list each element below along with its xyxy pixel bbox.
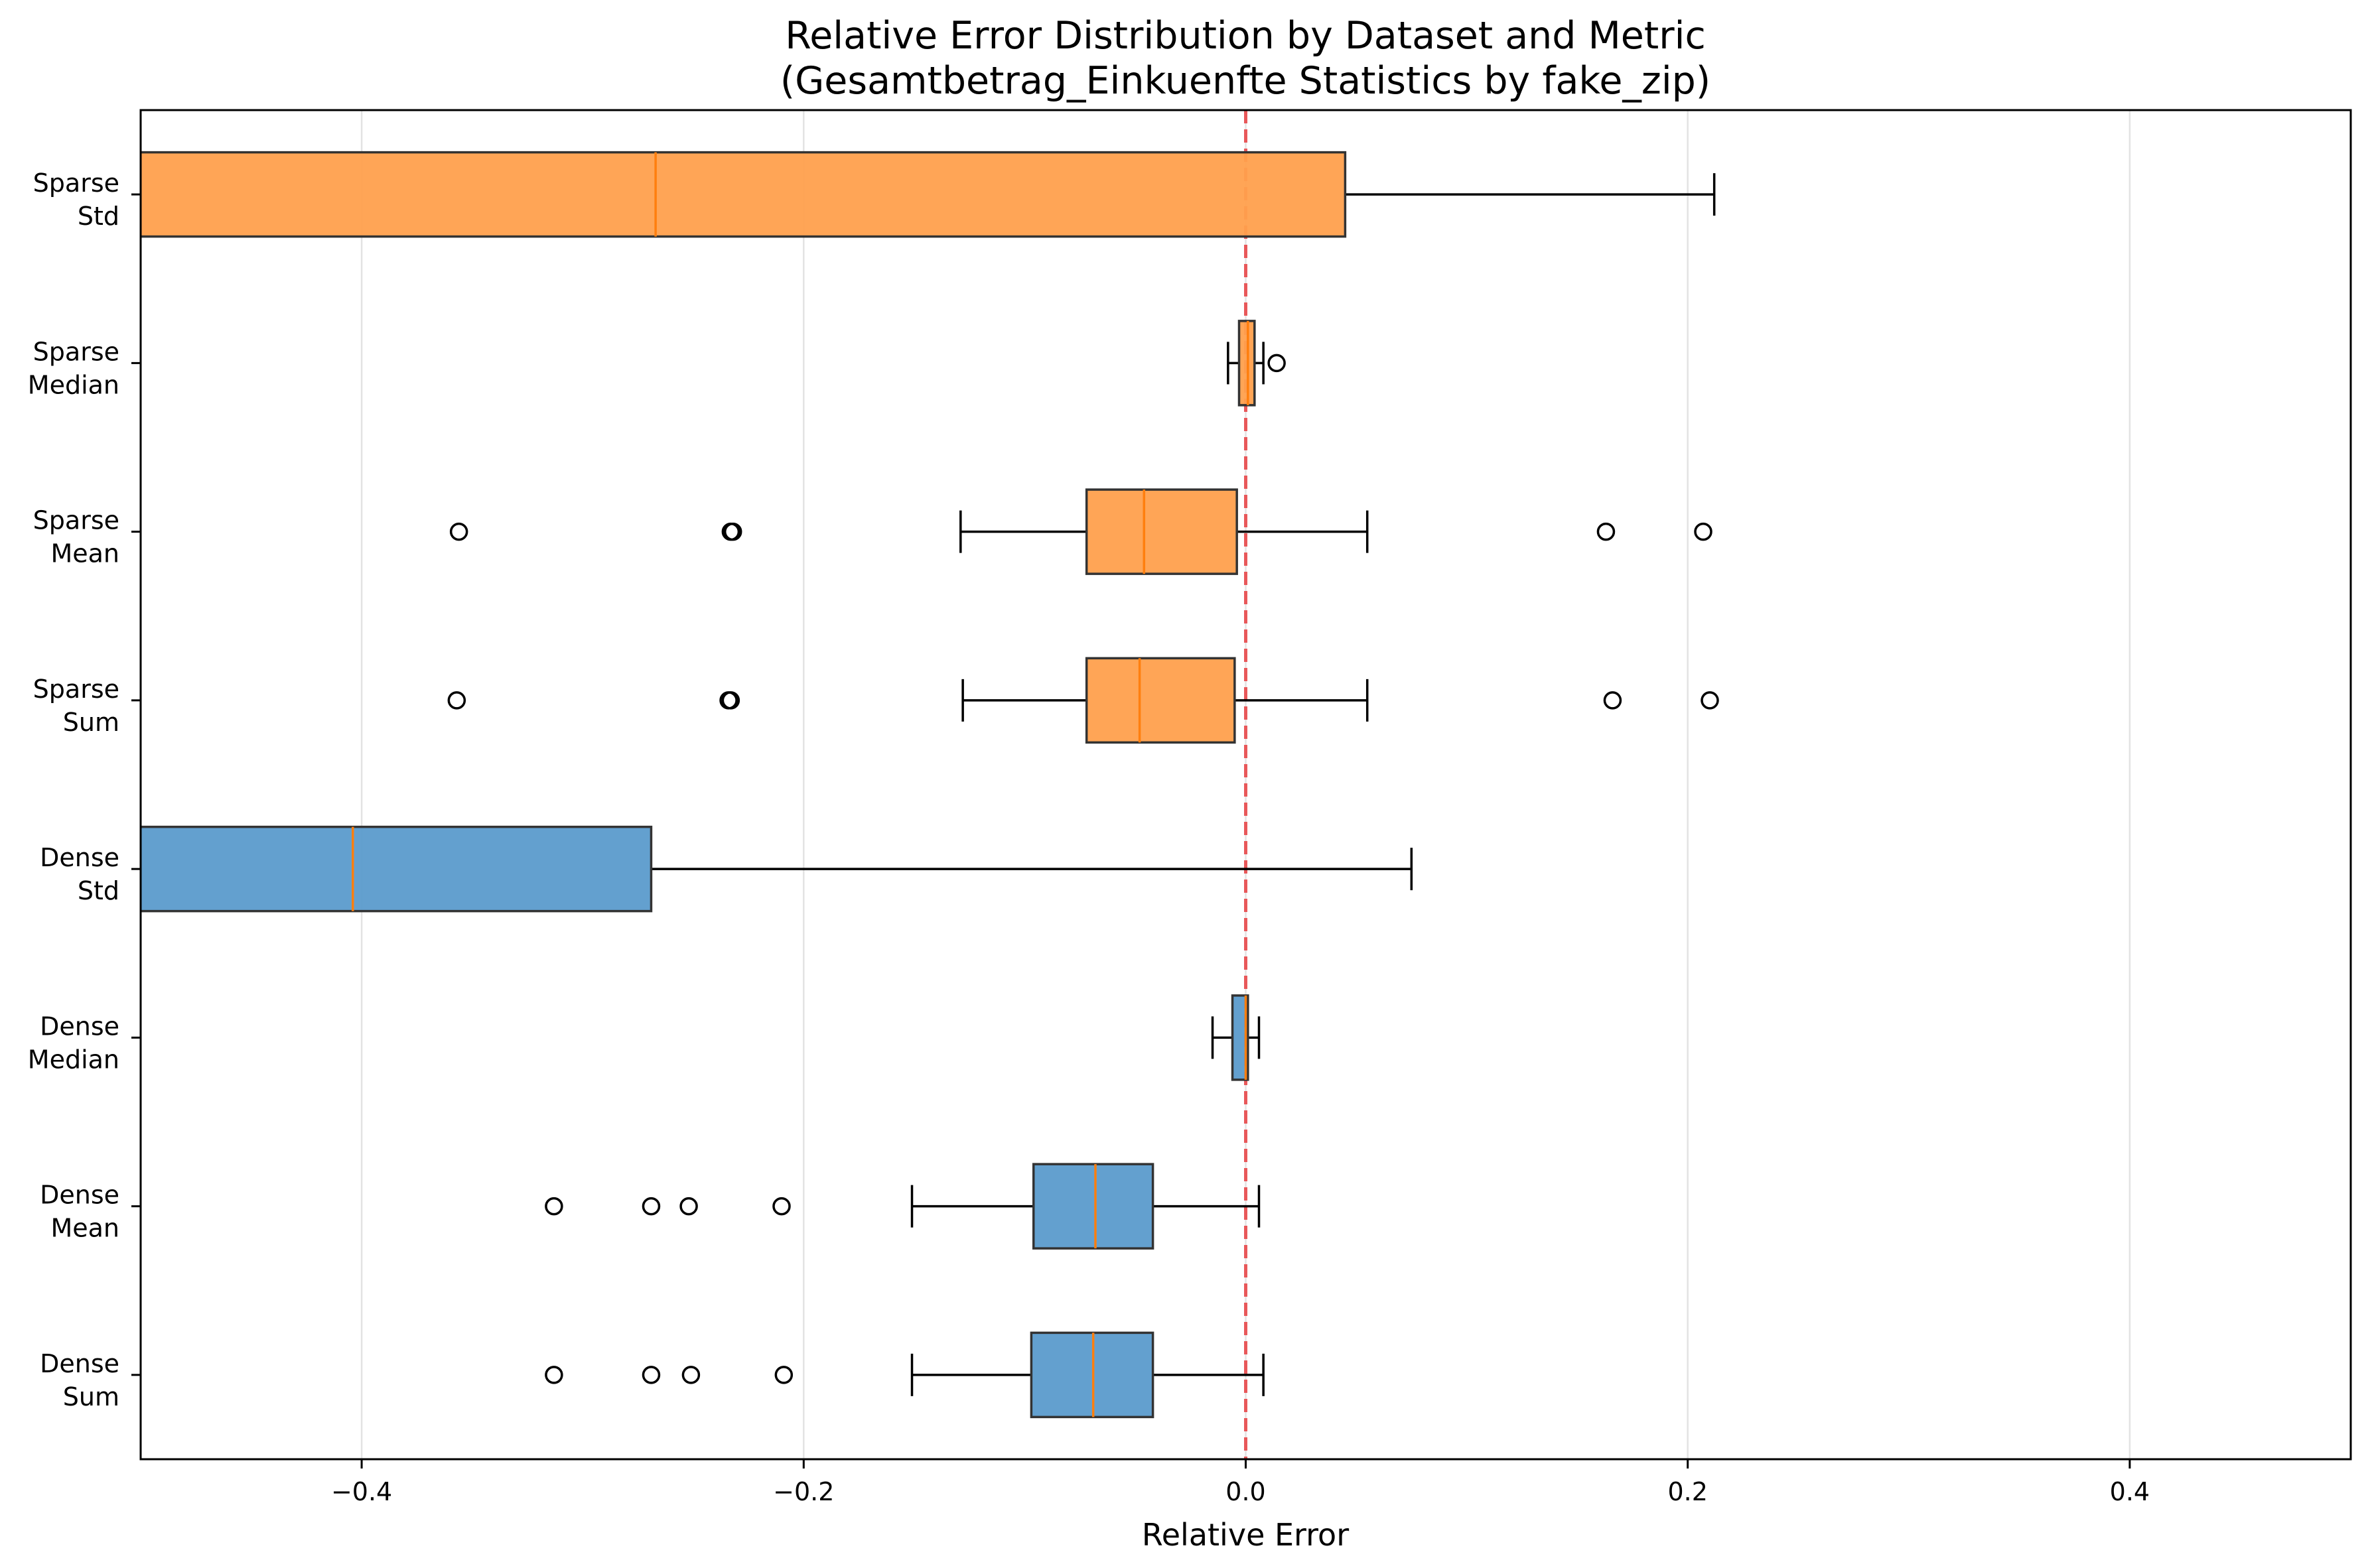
iqr-box xyxy=(1085,488,1238,575)
outlier-point xyxy=(642,1197,661,1216)
x-axis-label: Relative Error xyxy=(1142,1517,1349,1553)
x-tick-label: −0.4 xyxy=(331,1477,392,1506)
y-tick-label-metric: Std xyxy=(78,202,119,231)
outlier-point xyxy=(721,691,740,710)
outlier-point xyxy=(681,1366,701,1384)
x-tick-label: −0.2 xyxy=(773,1477,834,1506)
chart-subtitle: (Gesamtbetrag_Einkuenfte Statistics by f… xyxy=(780,59,1710,103)
outlier-point xyxy=(447,691,466,710)
y-tick-label-metric: Median xyxy=(28,370,119,399)
y-tick-label-metric: Mean xyxy=(50,539,119,568)
outlier-point xyxy=(774,1366,794,1384)
iqr-box xyxy=(1032,1163,1154,1250)
outlier-point xyxy=(642,1366,661,1384)
x-tick-label: 0.4 xyxy=(2110,1477,2150,1506)
iqr-box xyxy=(141,825,653,913)
y-tick-label-metric: Mean xyxy=(50,1214,119,1243)
y-tick-label-dataset: Dense xyxy=(40,1181,119,1210)
y-tick-label-metric: Sum xyxy=(63,708,119,737)
y-tick-label-dataset: Dense xyxy=(40,1349,119,1378)
x-tick-label: 0.0 xyxy=(1225,1477,1265,1506)
y-tick-label-dataset: Sparse xyxy=(33,506,119,535)
iqr-box xyxy=(1231,994,1249,1081)
outlier-point xyxy=(545,1197,563,1216)
outlier-point xyxy=(1267,354,1286,373)
iqr-box xyxy=(1085,657,1236,744)
outlier-point xyxy=(723,522,742,541)
outlier-point xyxy=(679,1197,698,1216)
outlier-point xyxy=(1596,522,1616,541)
y-tick-label-metric: Std xyxy=(78,876,119,905)
y-tick-label-dataset: Dense xyxy=(40,1012,119,1041)
x-tick-label: 0.2 xyxy=(1667,1477,1707,1506)
y-tick-label-dataset: Sparse xyxy=(33,168,119,198)
box-dense-mean xyxy=(545,1163,1261,1250)
outlier-point xyxy=(1694,522,1712,541)
box-sparse-std xyxy=(141,151,1716,238)
boxes-layer xyxy=(141,151,1719,1419)
box-sparse-median xyxy=(1227,320,1286,407)
x-axis-ticks: −0.4 −0.2 0.0 0.2 0.4 xyxy=(331,1459,2150,1506)
outlier-point xyxy=(772,1197,791,1216)
outlier-point xyxy=(1701,691,1719,710)
outlier-point xyxy=(545,1366,563,1384)
y-tick-label-dataset: Sparse xyxy=(33,675,119,704)
y-tick-label-dataset: Sparse xyxy=(33,337,119,366)
y-axis-ticks: Dense Sum Dense Mean Dense Median Dense Std Spar… xyxy=(28,168,141,1411)
iqr-box xyxy=(141,151,1347,238)
box-sparse-sum xyxy=(447,657,1719,744)
y-tick-label-metric: Median xyxy=(28,1045,119,1074)
outlier-point xyxy=(449,522,468,541)
box-dense-sum xyxy=(545,1331,1265,1419)
y-tick-label-dataset: Dense xyxy=(40,843,119,872)
y-tick-label-metric: Sum xyxy=(63,1382,119,1411)
box-dense-median xyxy=(1211,994,1261,1081)
chart-title: Relative Error Distribution by Dataset a… xyxy=(785,14,1706,58)
box-dense-std xyxy=(141,825,1413,913)
box-sparse-mean xyxy=(449,488,1712,575)
outlier-point xyxy=(1603,691,1622,710)
